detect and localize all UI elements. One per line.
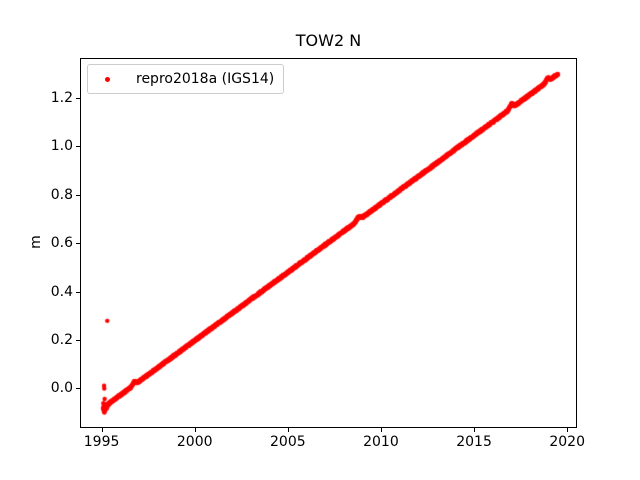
legend-box: repro2018a (IGS14) xyxy=(87,64,284,94)
x-tick-mark xyxy=(380,428,382,432)
y-tick-mark xyxy=(76,388,80,390)
y-tick-label: 0.0 xyxy=(50,380,73,397)
x-tick-mark xyxy=(194,428,196,432)
plot-area xyxy=(80,58,577,428)
x-tick-label: 2000 xyxy=(176,434,213,450)
x-tick-mark xyxy=(567,428,569,432)
x-tick-mark xyxy=(287,428,289,432)
legend-dot-marker-icon xyxy=(105,76,110,82)
x-tick-label: 2005 xyxy=(270,434,306,450)
y-tick-mark xyxy=(76,146,80,148)
y-tick-label: 0.6 xyxy=(50,235,73,252)
x-tick-label: 2020 xyxy=(549,434,585,450)
x-tick-label: 1995 xyxy=(83,434,120,450)
legend-series-label: repro2018a (IGS14) xyxy=(136,71,275,87)
y-tick-mark xyxy=(76,339,80,341)
data-points-canvas xyxy=(81,59,576,427)
y-tick-label: 0.8 xyxy=(50,186,73,203)
y-tick-label: 0.4 xyxy=(50,283,73,300)
y-tick-mark xyxy=(76,291,80,293)
y-tick-label: 1.0 xyxy=(50,138,73,155)
x-tick-label: 2015 xyxy=(456,434,492,450)
y-tick-mark xyxy=(76,243,80,245)
y-tick-mark xyxy=(76,98,80,100)
x-tick-mark xyxy=(101,428,103,432)
x-tick-mark xyxy=(474,428,476,432)
y-tick-label: 1.2 xyxy=(50,90,73,107)
x-tick-label: 2010 xyxy=(363,434,399,450)
y-tick-mark xyxy=(76,194,80,196)
y-tick-label: 0.2 xyxy=(50,331,73,348)
chart-title: TOW2 N xyxy=(295,31,362,50)
